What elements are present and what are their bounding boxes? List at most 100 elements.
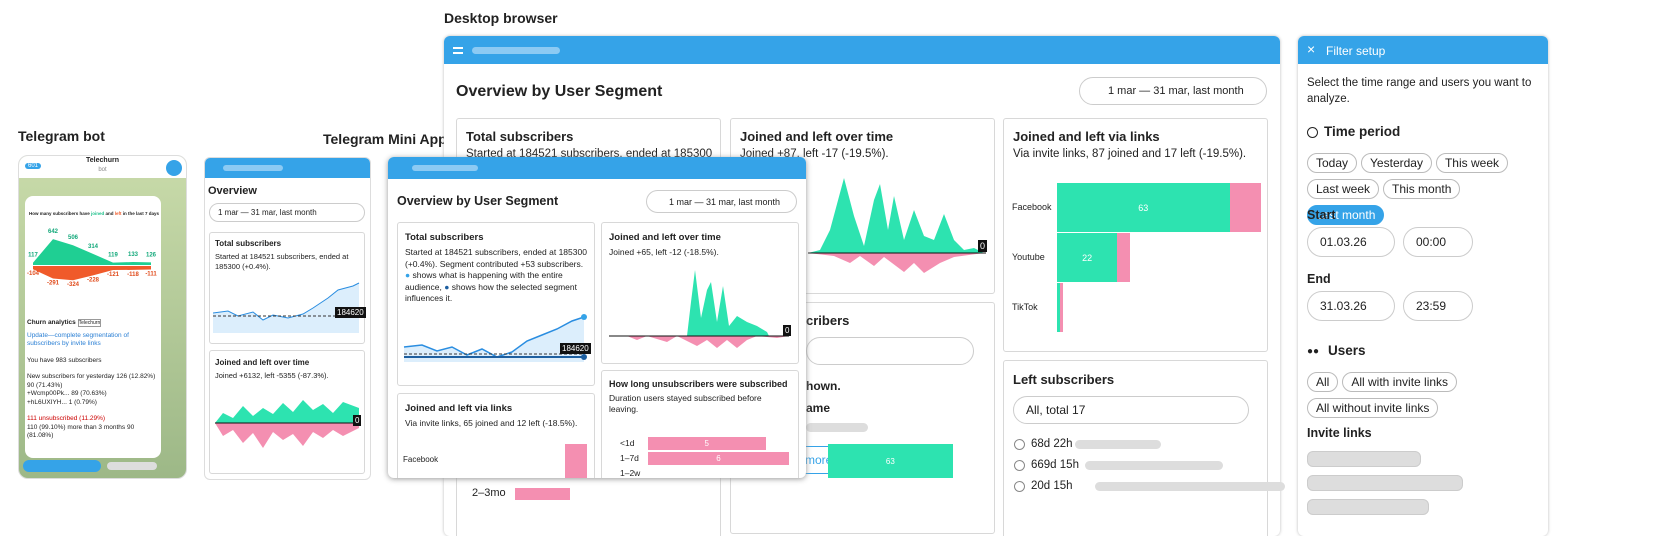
card-text: Started at 184521 subscribers, ended at … [215,252,349,271]
select[interactable]: All, total 17 [1013,396,1249,424]
t: left [114,211,122,216]
time-select[interactable]: 23:59 [1403,291,1473,321]
card-text: Via invite links, 87 joined and 17 left … [1013,148,1247,160]
placeholder [1075,440,1161,449]
phone-header [19,156,186,178]
left-label: -111 [145,272,157,278]
input-field [107,462,157,470]
t: Started at 184521 subscribers, ended at … [405,247,587,269]
left-label: -104 [27,271,40,277]
header [388,157,806,179]
pill [412,165,478,171]
badge: 0 [978,240,988,252]
bar-decor [1057,283,1060,332]
card-text: hown. [806,379,841,393]
card-title: cribers [806,313,850,328]
pill [472,47,560,54]
placeholder [1095,482,1285,491]
t: +hL6UXIYH... 1 (0.79%) [27,398,97,406]
card-title: Joined and left over time [609,232,721,243]
chip[interactable]: Today [1307,153,1358,173]
card-title: Total subscribers [405,232,484,243]
card-text: Started at 184521 subscribers, ended at … [405,247,587,305]
menu-icon [453,47,463,54]
joined-label: 133 [128,252,139,258]
joined-label: 117 [28,253,38,259]
left-label: -291 [47,281,60,287]
caption: Telegram Mini App [323,131,447,147]
t: 90 (81.08%) [27,423,135,440]
caption: Telegram bot [18,128,105,144]
card-text: Joined +65, left -12 (-18.5%). [609,247,719,257]
label: Start [1307,208,1336,222]
t: in the last 7 days [121,211,160,216]
line-chart [213,282,360,333]
bar-label: Facebook [403,455,439,464]
range-select[interactable]: 1 mar — 31 mar, last month [646,190,797,213]
phone: 601 Telechurn bot How many subscribers h… [18,155,187,479]
section-title: Time period [1324,124,1401,139]
chip[interactable]: This month [1383,179,1461,199]
t: Update—complete segmentation of subscrib… [27,331,129,348]
badge: 184620 [560,343,591,354]
chip-group: Today Yesterday This week Last week This mon… [1307,153,1542,231]
chip-group: All All with invite links All without invi… [1307,372,1477,424]
bot-chart: 117 642 506 314 119 133 126 -104 -291 -324 -228 -12… [27,229,157,288]
joined-label: 119 [108,253,118,259]
chip[interactable]: All with invite links [1342,372,1458,392]
joined-area [33,239,151,265]
card-title: Total subscribers [215,239,282,248]
time-select[interactable]: 00:00 [1403,227,1473,257]
bar-label: Youtube [1012,251,1045,262]
date-select[interactable]: 31.03.26 [1307,291,1395,321]
intro: Select the time range and users you want… [1307,77,1532,105]
t: 111 unsubscribed (11.29%) [27,415,106,422]
placeholder [1307,499,1429,515]
t: joined [91,211,105,216]
placeholder [1307,451,1421,467]
area-chart [808,178,986,273]
chip[interactable]: All without invite links [1307,398,1439,418]
chip[interactable]: Last week [1307,179,1380,199]
bot-kind: bot [98,167,107,173]
legend-dot: ● [405,270,411,280]
title: Overview [208,185,257,197]
caption: Desktop browser [444,10,558,26]
clock-icon [1307,127,1318,138]
chip[interactable]: This week [1435,153,1508,173]
chip[interactable]: Yesterday [1361,153,1432,173]
header [205,158,370,178]
chip[interactable]: Last month [1307,205,1385,225]
legend-dot: ● [444,281,450,292]
left-label: -228 [87,277,100,283]
card-title: Joined and left over time [215,358,310,367]
chip[interactable]: All [1307,372,1339,392]
close-icon[interactable]: × [1307,41,1316,57]
range-select[interactable]: 1 mar — 31 mar, last month [1079,77,1267,105]
t: and [104,211,115,216]
card-text: Joined +6132, left -5355 (-87.3%). [215,371,329,380]
bar-label: <1d [620,438,635,448]
select [806,337,974,365]
badge: 184620 [335,307,366,318]
t: Churn analytics [27,319,76,326]
card-title: Joined and left via links [1013,129,1160,144]
duration: 68d 22h [1031,438,1073,450]
duration-label: 2–3mo [472,487,506,499]
placeholder [806,423,868,432]
bar-value: 63 [885,456,895,466]
bar-label: TikTok [1012,301,1038,312]
back-badge[interactable]: 601 [25,163,42,169]
bar-decor [565,444,587,478]
placeholder [1085,461,1223,470]
date-select[interactable]: 01.03.26 [1307,227,1395,257]
bar-label: 1–7d [620,453,639,463]
badge: 0 [353,415,362,426]
card-text: Duration users stayed subscribed before … [609,393,762,414]
range-select[interactable]: 1 mar — 31 mar, last month [209,203,365,222]
bar-value: 5 [704,439,709,448]
t: 90 (71.43%) [27,381,63,389]
card-title: How long unsubscribers were subscribed [609,379,788,389]
left-label: -121 [107,272,120,278]
